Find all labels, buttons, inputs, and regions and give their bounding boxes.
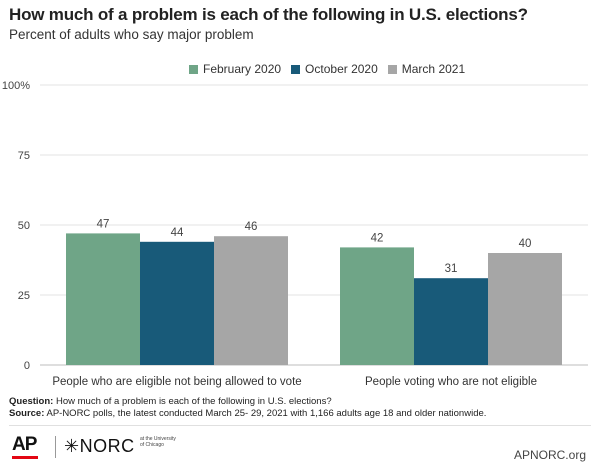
norc-logo: ✳NORC	[64, 436, 135, 456]
data-label-1-1: 31	[445, 263, 458, 275]
chart-subtitle: Percent of adults who say major problem	[9, 27, 254, 42]
legend: February 2020 October 2020 March 2021	[189, 62, 475, 76]
bar-0-0	[66, 233, 140, 365]
y-tick-label-100: 100%	[2, 80, 30, 92]
question-text: How much of a problem is each of the fol…	[53, 396, 332, 407]
y-tick-label-75: 75	[18, 150, 30, 162]
bar-0-2	[214, 236, 288, 365]
legend-swatch-march-2021	[387, 64, 397, 74]
source-text: AP-NORC polls, the latest conducted Marc…	[44, 408, 487, 419]
legend-item-march-2021: March 2021	[387, 62, 466, 76]
bar-1-1	[414, 278, 488, 365]
y-tick-label-50: 50	[18, 220, 30, 232]
legend-item-october-2020: October 2020	[291, 62, 378, 76]
x-category-label-1: People voting who are not eligible	[365, 376, 537, 388]
x-category-label-0: People who are eligible not being allowe…	[52, 376, 301, 388]
bar-0-1	[140, 241, 214, 365]
chart-notes: Question: How much of a problem is each …	[9, 396, 486, 420]
bar-1-0	[340, 247, 414, 365]
legend-label-march-2021: March 2021	[401, 62, 466, 76]
bar-1-2	[488, 253, 562, 365]
data-label-1-0: 42	[371, 232, 384, 244]
logo-separator	[55, 436, 56, 458]
legend-label-february-2020: February 2020	[203, 62, 282, 76]
legend-label-october-2020: October 2020	[305, 62, 378, 76]
y-tick-label-25: 25	[18, 290, 30, 302]
legend-swatch-october-2020	[291, 64, 301, 74]
data-label-1-2: 40	[519, 238, 532, 250]
data-label-0-0: 47	[97, 218, 110, 230]
y-tick-label-0: 0	[24, 360, 30, 372]
source-note: Source: AP-NORC polls, the latest conduc…	[9, 408, 486, 420]
legend-item-february-2020: February 2020	[189, 62, 281, 76]
chart-title: How much of a problem is each of the fol…	[9, 5, 528, 24]
norc-logo-subtitle: at the University of Chicago	[140, 436, 176, 448]
footer-divider	[9, 425, 591, 426]
legend-swatch-february-2020	[189, 64, 198, 74]
site-url: APNORC.org	[513, 448, 586, 462]
ap-logo: AP	[12, 434, 37, 455]
question-note: Question: How much of a problem is each …	[9, 396, 486, 408]
data-label-0-1: 44	[171, 227, 184, 239]
ap-logo-underline	[12, 456, 38, 459]
question-label: Question:	[9, 396, 54, 407]
source-label: Source:	[9, 408, 45, 419]
data-label-0-2: 46	[245, 221, 258, 233]
